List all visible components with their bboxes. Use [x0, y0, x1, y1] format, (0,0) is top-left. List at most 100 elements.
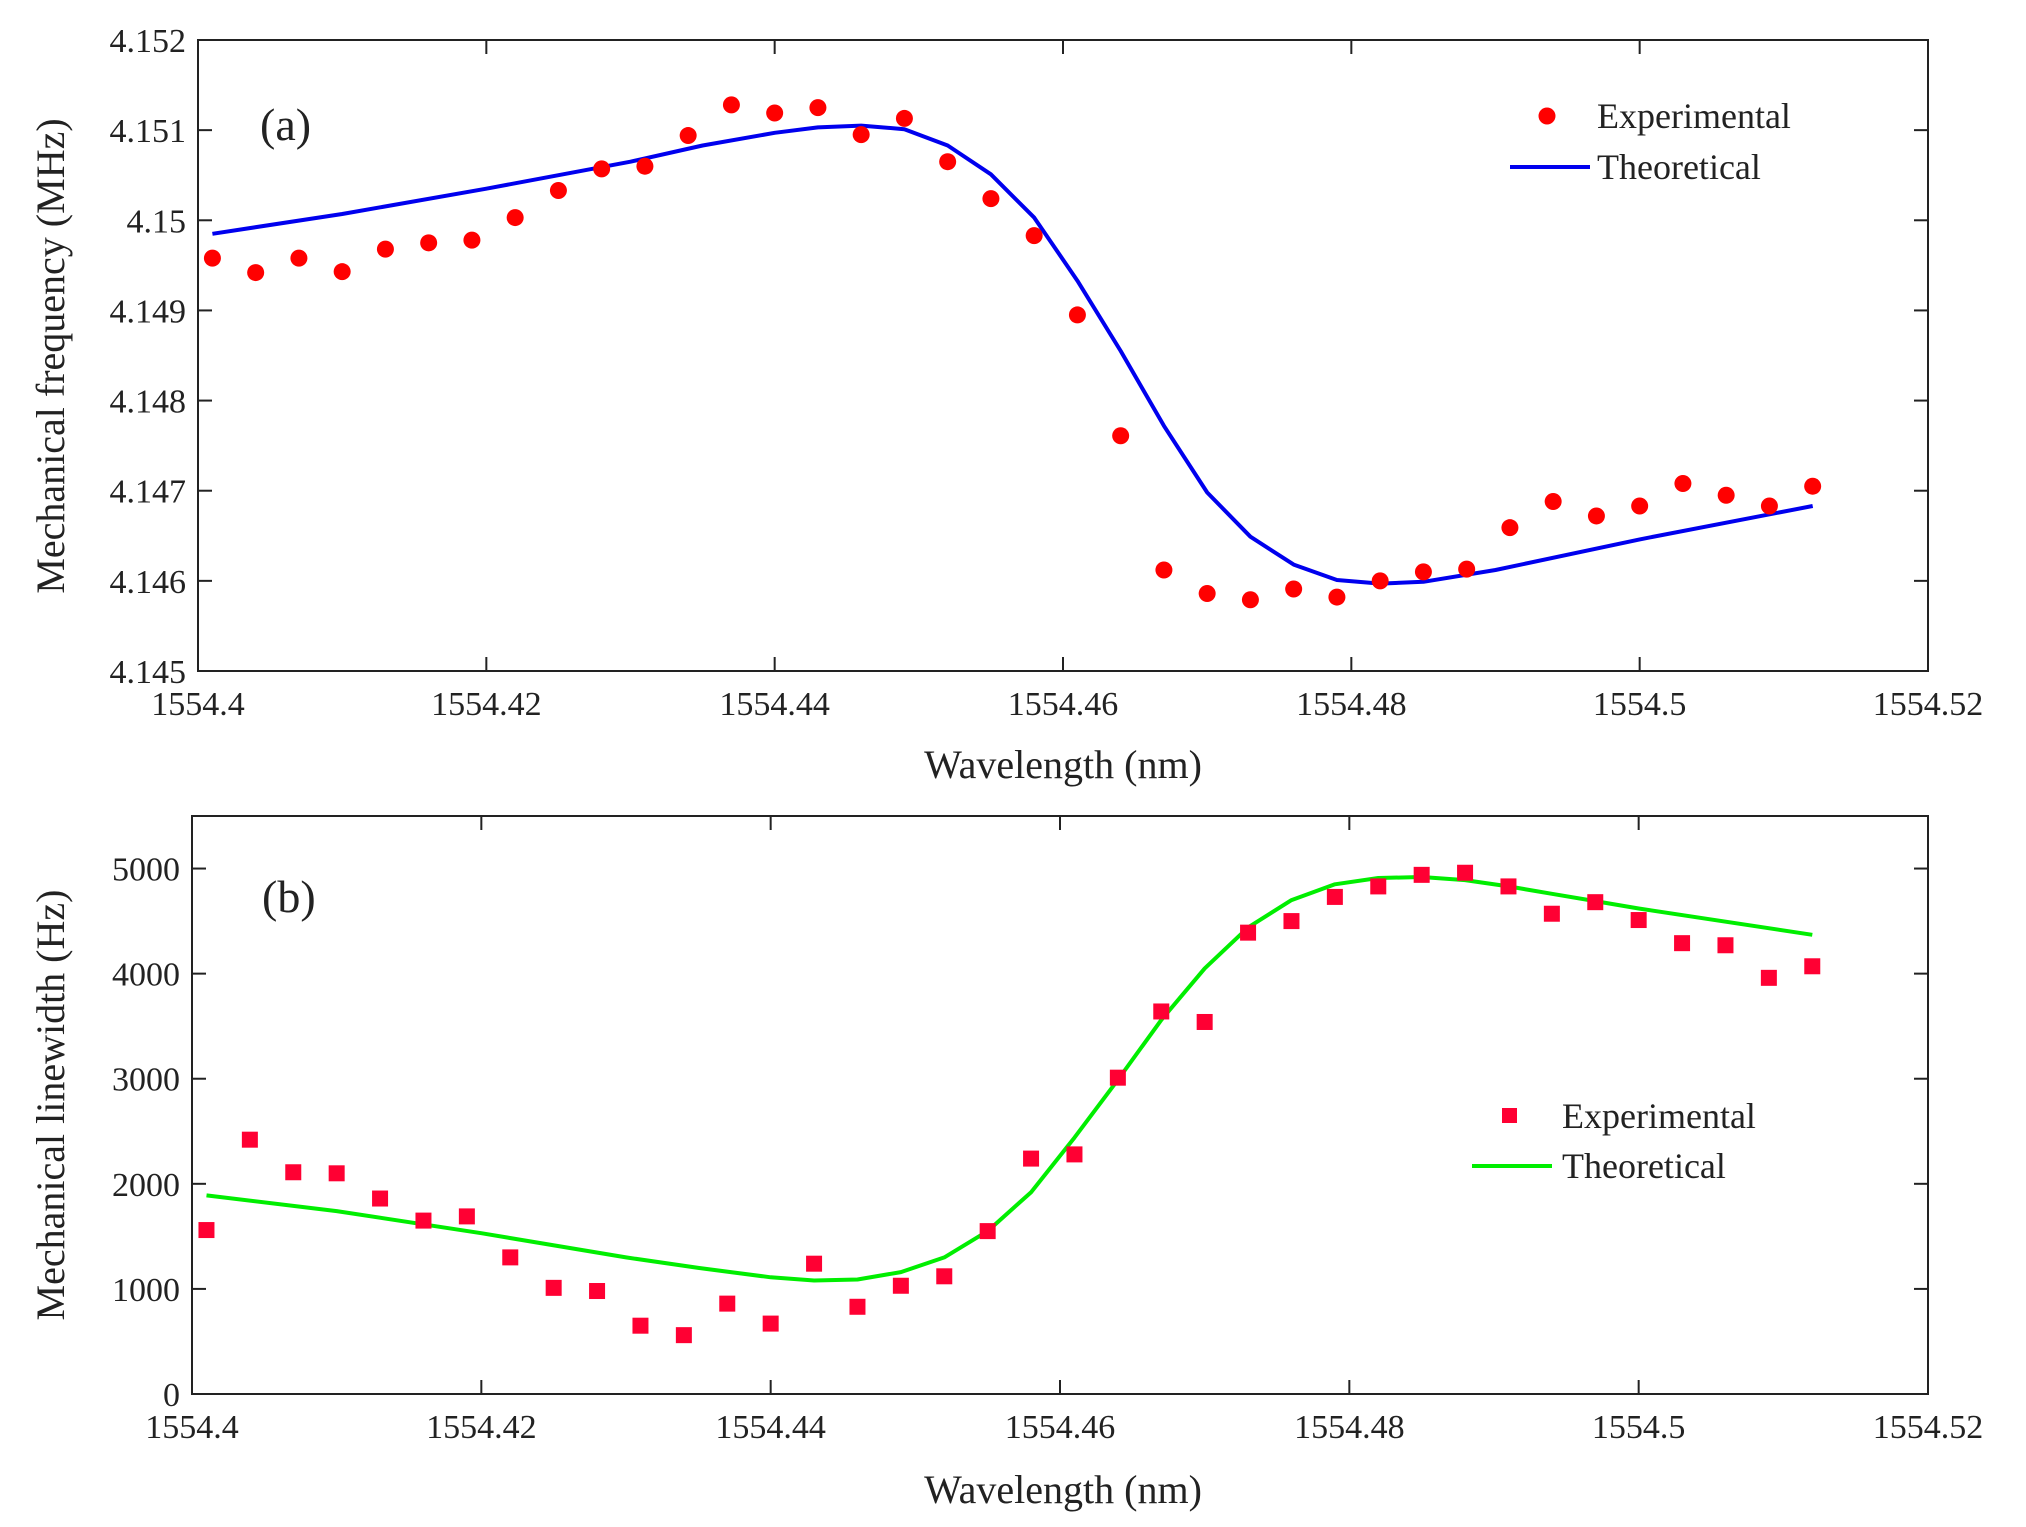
panel-b-experimental-point [1109, 1069, 1126, 1086]
panel-b-experimental-point [1500, 878, 1517, 895]
panel-b-experimental-point [1413, 866, 1430, 883]
panel-b-experimental-point [675, 1327, 692, 1344]
panel-b-x-tick-label: 1554.48 [1294, 1409, 1405, 1446]
panel-a-experimental-point [549, 182, 567, 200]
panel-a-experimental-point [636, 157, 654, 175]
panel-b-experimental-point [1630, 912, 1647, 929]
panel-b-legend: Experimental Theoretical [1472, 1096, 1756, 1186]
panel-a-experimental-point [1501, 519, 1519, 537]
panel-a: 1554.4 1554.42 1554.44 1554.46 1554.48 1554.5… [28, 23, 1983, 787]
panel-b-experimental-point [328, 1165, 345, 1182]
panel-a-x-tick-label: 1554.48 [1296, 686, 1407, 723]
panel-b-experimental-point [1326, 888, 1343, 905]
panel-b-experimental-point [1804, 958, 1821, 975]
panel-b-x-axis: 1554.4 1554.42 1554.44 1554.46 1554.48 1554.5… [145, 816, 1983, 1446]
panel-b-y-tick-label: 1000 [112, 1272, 180, 1309]
panel-a-experimental-point [722, 96, 740, 114]
panel-a-theoretical-series [212, 123, 1814, 586]
panel-b-y-tick-label: 3000 [112, 1062, 180, 1099]
panel-b-y-tick-label: 2000 [112, 1167, 180, 1204]
panel-b-x-tick-label: 1554.44 [715, 1409, 826, 1446]
panel-b-experimental-point [1674, 935, 1691, 952]
panel-a-experimental-point [376, 240, 394, 258]
panel-a-experimental-point [1068, 306, 1086, 324]
panel-a-y-tick-label: 4.152 [110, 23, 187, 60]
panel-b-experimental-point [1240, 924, 1257, 941]
panel-a-experimental-point [463, 231, 481, 249]
panel-a-experimental-point [1717, 486, 1735, 504]
panel-a-experimental-point [593, 160, 611, 178]
panel-b-experimental-point [415, 1212, 432, 1229]
panel-a-experimental-point [1025, 227, 1043, 245]
panel-b-x-tick-label: 1554.42 [426, 1409, 537, 1446]
panel-a-experimental-point [1414, 563, 1432, 581]
panel-a-experimental-point [939, 153, 957, 171]
panel-a-legend-theoretical-label: Theoretical [1597, 147, 1761, 187]
panel-b-experimental-series [198, 864, 1821, 1344]
panel-a-experimental-point [895, 109, 913, 127]
panel-b-x-tick-label: 1554.5 [1592, 1409, 1686, 1446]
panel-a-experimental-point [1804, 477, 1822, 495]
panel-b-experimental-point [545, 1279, 562, 1296]
panel-b-legend-experimental-marker [1502, 1108, 1517, 1123]
panel-a-experimental-point [679, 127, 697, 145]
panel-b-experimental-point [285, 1164, 302, 1181]
panel-b-experimental-point [806, 1255, 823, 1272]
panel-b-legend-experimental-label: Experimental [1562, 1096, 1756, 1136]
panel-a-experimental-point [1198, 584, 1216, 602]
panel-b-experimental-point [198, 1222, 215, 1239]
panel-b-y-tick-label: 0 [163, 1377, 180, 1414]
panel-b-experimental-point [1023, 1150, 1040, 1167]
panel-a-experimental-point [1587, 507, 1605, 525]
panel-a-y-tick-label: 4.146 [110, 564, 187, 601]
panel-a-x-axis-label: Wavelength (nm) [924, 742, 1202, 787]
panel-a-experimental-point [809, 99, 827, 117]
panel-b-y-tick-label: 4000 [112, 957, 180, 994]
panel-b-experimental-point [1283, 913, 1300, 930]
panel-b-experimental-point [1587, 894, 1604, 911]
panel-b-experimental-point [458, 1208, 475, 1225]
panel-a-y-tick-label: 4.145 [110, 654, 187, 691]
panel-a-label: (a) [260, 99, 311, 150]
panel-a-x-tick-label: 1554.5 [1593, 686, 1687, 723]
panel-a-experimental-point [333, 263, 351, 281]
panel-b-y-axis: 0 1000 2000 3000 4000 5000 [112, 852, 1928, 1414]
panel-a-experimental-point [1544, 493, 1562, 511]
panel-b-x-axis-label: Wavelength (nm) [924, 1467, 1202, 1512]
panel-a-experimental-point [1285, 580, 1303, 598]
panel-b-experimental-point [1370, 878, 1387, 895]
panel-a-legend-experimental-label: Experimental [1597, 96, 1791, 136]
panel-a-theoretical-line [212, 123, 1814, 586]
panel-b-experimental-point [589, 1283, 606, 1300]
panel-a-legend-experimental-marker [1538, 107, 1556, 125]
panel-a-x-tick-label: 1554.42 [431, 686, 542, 723]
panel-a-y-tick-label: 4.151 [110, 113, 187, 150]
panel-b-experimental-point [1760, 969, 1777, 986]
panel-a-legend: Experimental Theoretical [1510, 96, 1791, 187]
panel-a-x-tick-label: 1554.46 [1008, 686, 1119, 723]
panel-b-x-tick-label: 1554.4 [145, 1409, 239, 1446]
panel-a-experimental-point [1112, 427, 1130, 445]
panel-b-experimental-point [1196, 1013, 1213, 1030]
panel-a-y-tick-label: 4.149 [110, 293, 187, 330]
panel-b-experimental-point [241, 1131, 258, 1148]
panel-b-experimental-point [1543, 905, 1560, 922]
panel-a-experimental-point [1328, 588, 1346, 606]
panel-b-theoretical-series [206, 875, 1813, 1283]
panel-a-experimental-point [1155, 561, 1173, 579]
panel-b-experimental-point [979, 1223, 996, 1240]
panel-a-y-axis-label: Mechanical frequency (MHz) [28, 118, 73, 593]
panel-a-x-axis: 1554.4 1554.42 1554.44 1554.46 1554.48 1554.5… [151, 40, 1983, 723]
panel-b-experimental-point [849, 1298, 866, 1315]
panel-a-experimental-point [1241, 591, 1259, 609]
panel-a-experimental-point [1631, 497, 1649, 515]
panel-a-x-tick-label: 1554.44 [719, 686, 830, 723]
panel-a-experimental-point [1760, 497, 1778, 515]
panel-b-x-tick-label: 1554.46 [1005, 1409, 1116, 1446]
panel-a-x-tick-label: 1554.4 [151, 686, 245, 723]
panel-a-experimental-point [1674, 475, 1692, 493]
panel-a-y-axis: 4.145 4.146 4.147 4.148 4.149 4.15 4.151 4.152 [110, 23, 1928, 691]
panel-a-experimental-point [1371, 572, 1389, 590]
panel-b-experimental-point [1153, 1003, 1170, 1020]
